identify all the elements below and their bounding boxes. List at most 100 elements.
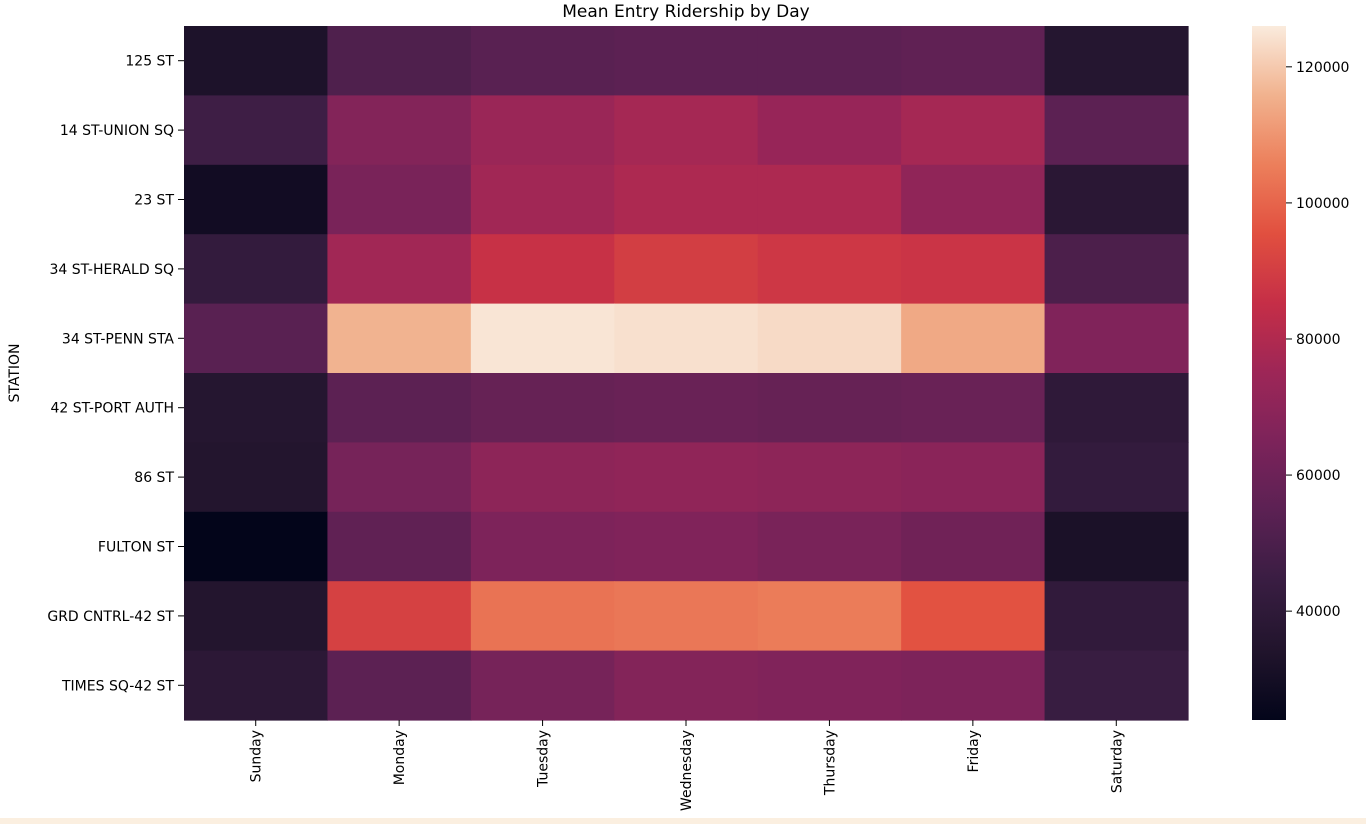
heatmap-cell xyxy=(614,373,759,443)
heatmap-cell xyxy=(470,303,615,374)
x-axis: Sunday Monday Tuesday Wednesday Thursday Frid… xyxy=(249,720,1125,811)
y-tick-label: 23 ST xyxy=(134,193,174,209)
heatmap-cell xyxy=(1044,581,1189,652)
x-tick-label: Saturday xyxy=(1109,730,1125,793)
y-tick-label: 34 ST-HERALD SQ xyxy=(49,262,174,278)
heatmap-cell xyxy=(901,581,1046,652)
heatmap-cell xyxy=(901,164,1046,235)
heatmap-cell xyxy=(470,26,615,96)
heatmap-cell xyxy=(470,373,615,443)
heatmap-cell xyxy=(901,26,1046,96)
colorbar-tick-label: 60000 xyxy=(1296,468,1341,484)
heatmap-cell xyxy=(1044,442,1189,513)
colorbar-gradient xyxy=(1252,26,1286,720)
heatmap-cell xyxy=(327,164,472,235)
heatmap-cell xyxy=(184,303,329,374)
heatmap-cell xyxy=(184,581,329,652)
heatmap-cell xyxy=(327,303,472,374)
heatmap-cell xyxy=(1044,650,1189,721)
heatmap-cell xyxy=(470,164,615,235)
heatmap-cell xyxy=(184,234,329,305)
y-tick-label: 14 ST-UNION SQ xyxy=(60,123,174,139)
heatmap-cell xyxy=(1044,26,1189,96)
colorbar-ticks: 40000 60000 80000 100000 120000 xyxy=(1286,60,1349,620)
heatmap-cell xyxy=(1044,234,1189,305)
heatmap-cell xyxy=(184,164,329,235)
heatmap-cell xyxy=(901,511,1046,582)
y-tick-label: 42 ST-PORT AUTH xyxy=(50,401,174,417)
heatmap-cell xyxy=(184,26,329,96)
colorbar-tick-label: 80000 xyxy=(1296,332,1341,348)
x-tick-label: Friday xyxy=(966,730,982,772)
y-axis-label: STATION xyxy=(7,343,23,402)
heatmap-cell xyxy=(901,442,1046,513)
heatmap-cell xyxy=(470,442,615,513)
heatmap-cell xyxy=(757,511,902,582)
heatmap-cell xyxy=(470,650,615,721)
heatmap-cells xyxy=(184,26,1189,721)
heatmap-cell xyxy=(1044,95,1189,166)
heatmap-cell xyxy=(470,234,615,305)
heatmap-cell xyxy=(614,581,759,652)
heatmap-cell xyxy=(614,234,759,305)
heatmap-cell xyxy=(757,234,902,305)
heatmap-cell xyxy=(184,650,329,721)
heatmap-cell xyxy=(1044,303,1189,374)
heatmap-cell xyxy=(757,373,902,443)
x-tick-label: Wednesday xyxy=(679,730,695,811)
heatmap-cell xyxy=(327,373,472,443)
heatmap-cell xyxy=(614,650,759,721)
y-tick-label: 34 ST-PENN STA xyxy=(62,331,175,347)
heatmap-cell xyxy=(184,95,329,166)
heatmap-cell xyxy=(184,511,329,582)
heatmap-cell xyxy=(757,26,902,96)
y-tick-label: TIMES SQ-42 ST xyxy=(61,678,174,694)
x-tick-label: Tuesday xyxy=(536,730,552,788)
heatmap-cell xyxy=(614,511,759,582)
heatmap-cell xyxy=(901,303,1046,374)
heatmap-cell xyxy=(901,373,1046,443)
heatmap-cell xyxy=(470,95,615,166)
y-tick-label: 125 ST xyxy=(125,54,174,70)
heatmap-cell xyxy=(757,581,902,652)
heatmap-cell xyxy=(184,373,329,443)
heatmap-cell xyxy=(1044,164,1189,235)
heatmap-cell xyxy=(757,303,902,374)
heatmap-cell xyxy=(757,164,902,235)
heatmap-cell xyxy=(757,442,902,513)
heatmap-cell xyxy=(614,95,759,166)
chart-title: Mean Entry Ridership by Day xyxy=(562,2,810,22)
colorbar-tick-label: 100000 xyxy=(1296,196,1349,212)
heatmap-cell xyxy=(327,581,472,652)
heatmap-cell xyxy=(327,650,472,721)
heatmap-cell xyxy=(901,234,1046,305)
x-tick-label: Monday xyxy=(392,730,408,785)
heatmap-cell xyxy=(614,26,759,96)
y-tick-label: FULTON ST xyxy=(98,540,175,556)
y-tick-label: GRD CNTRL-42 ST xyxy=(47,609,174,625)
bottom-strip xyxy=(0,818,1366,824)
heatmap-cell xyxy=(1044,373,1189,443)
heatmap-cell xyxy=(327,511,472,582)
heatmap-cell xyxy=(327,26,472,96)
heatmap-cell xyxy=(614,442,759,513)
colorbar-tick-label: 40000 xyxy=(1296,604,1341,620)
heatmap-cell xyxy=(327,95,472,166)
y-tick-label: 86 ST xyxy=(134,470,174,486)
colorbar-tick-label: 120000 xyxy=(1296,60,1349,76)
heatmap-cell xyxy=(614,303,759,374)
heatmap-cell xyxy=(901,95,1046,166)
heatmap-cell xyxy=(470,581,615,652)
heatmap-cell xyxy=(184,442,329,513)
heatmap-cell xyxy=(327,442,472,513)
x-tick-label: Sunday xyxy=(249,730,265,782)
x-tick-label: Thursday xyxy=(822,730,838,796)
y-axis: 125 ST 14 ST-UNION SQ 23 ST 34 ST-HERALD SQ… xyxy=(47,54,184,694)
colorbar: 40000 60000 80000 100000 120000 xyxy=(1252,26,1349,720)
heatmap-cell xyxy=(757,650,902,721)
heatmap-cell xyxy=(327,234,472,305)
heatmap-cell xyxy=(614,164,759,235)
heatmap-cell xyxy=(757,95,902,166)
heatmap-cell xyxy=(1044,511,1189,582)
